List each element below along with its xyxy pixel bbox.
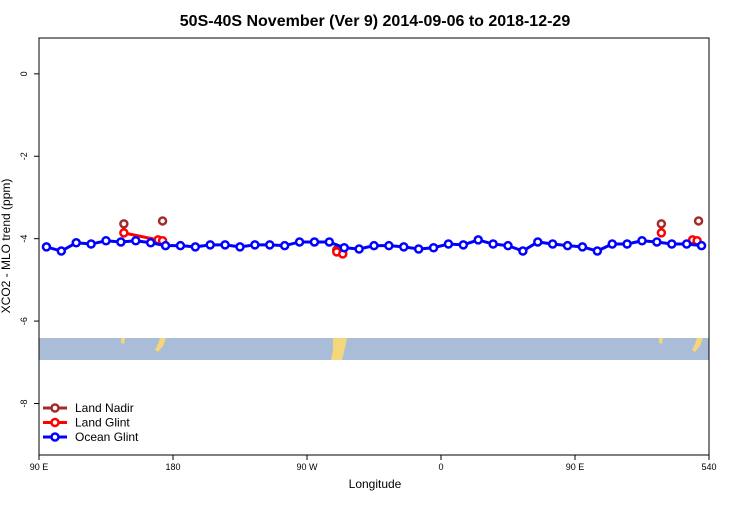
point bbox=[339, 242, 349, 253]
point bbox=[265, 240, 275, 250]
point bbox=[235, 242, 245, 252]
point bbox=[116, 237, 126, 247]
point bbox=[309, 237, 320, 247]
point bbox=[656, 219, 667, 229]
point bbox=[160, 240, 171, 251]
point bbox=[190, 242, 201, 252]
point bbox=[119, 219, 129, 229]
point bbox=[86, 239, 96, 249]
point bbox=[533, 237, 543, 247]
point bbox=[279, 240, 290, 251]
point bbox=[458, 240, 469, 250]
point bbox=[119, 228, 129, 238]
chart-title: 50S-40S November (Ver 9) 2014-09-06 to 2… bbox=[180, 13, 571, 30]
point bbox=[294, 237, 305, 247]
legend-label: Land Glint bbox=[75, 416, 130, 430]
legend-label: Land Nadir bbox=[75, 401, 134, 415]
y-tick-label: -2 bbox=[19, 152, 29, 160]
point bbox=[473, 235, 483, 245]
plot-frame bbox=[38, 37, 710, 456]
y-tick-label: -8 bbox=[19, 399, 29, 407]
point bbox=[71, 238, 81, 248]
land-band bbox=[39, 338, 709, 360]
point bbox=[369, 240, 379, 251]
point bbox=[145, 238, 156, 248]
point bbox=[518, 246, 528, 256]
point bbox=[681, 239, 692, 249]
point bbox=[696, 240, 707, 251]
point bbox=[488, 239, 498, 249]
point bbox=[157, 216, 168, 226]
point bbox=[41, 242, 52, 252]
point bbox=[384, 240, 394, 251]
point bbox=[56, 246, 67, 256]
point bbox=[622, 239, 632, 249]
point bbox=[399, 242, 409, 252]
point bbox=[324, 237, 335, 247]
point bbox=[577, 242, 588, 252]
y-tick-label: -4 bbox=[19, 235, 29, 243]
point bbox=[443, 239, 454, 249]
point bbox=[637, 235, 647, 246]
x-tick-label: 0 bbox=[438, 462, 443, 472]
point bbox=[547, 239, 558, 249]
x-tick-label: 90 W bbox=[296, 462, 318, 472]
point bbox=[220, 240, 230, 250]
x-tick-label: 90 E bbox=[566, 462, 585, 472]
point bbox=[175, 240, 186, 251]
point bbox=[656, 228, 667, 238]
legend-marker bbox=[50, 417, 60, 428]
point bbox=[503, 240, 513, 251]
point bbox=[101, 235, 111, 246]
point bbox=[354, 244, 364, 254]
point bbox=[652, 237, 662, 247]
point bbox=[413, 244, 424, 254]
legend-marker bbox=[50, 403, 60, 413]
point bbox=[562, 240, 573, 251]
legend-label: Ocean Glint bbox=[75, 430, 139, 444]
legend-marker bbox=[50, 432, 60, 442]
x-tick-label: 540 bbox=[701, 462, 716, 472]
point bbox=[667, 239, 677, 249]
x-axis-label: Longitude bbox=[349, 477, 402, 491]
point bbox=[592, 246, 603, 256]
point bbox=[205, 240, 215, 250]
y-axis-label: XCO2 - MLO trend (ppm) bbox=[0, 179, 13, 314]
point bbox=[131, 235, 141, 246]
y-tick-label: 0 bbox=[19, 71, 29, 76]
point bbox=[693, 216, 704, 226]
point bbox=[607, 239, 617, 249]
x-tick-label: 180 bbox=[165, 462, 180, 472]
y-tick-label: -6 bbox=[19, 317, 29, 325]
point bbox=[428, 242, 439, 253]
x-tick-label: 90 E bbox=[30, 462, 49, 472]
point bbox=[250, 240, 260, 250]
